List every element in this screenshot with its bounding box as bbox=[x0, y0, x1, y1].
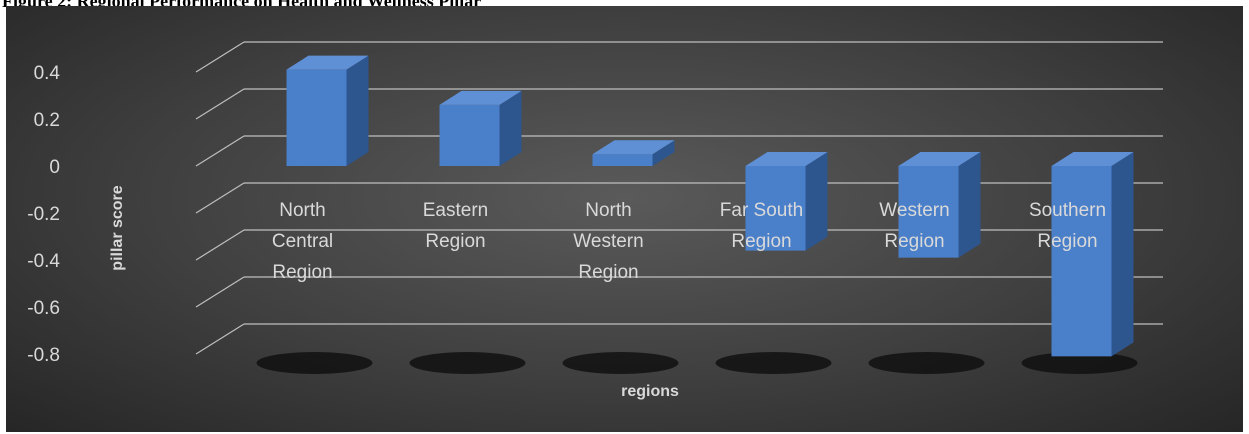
gridlines bbox=[195, 41, 1163, 355]
gridline-diagonal bbox=[195, 135, 245, 167]
bar-floor-shadow bbox=[562, 352, 679, 374]
gridline-diagonal bbox=[195, 41, 245, 73]
bar bbox=[898, 152, 981, 258]
gridline-diagonal bbox=[195, 229, 245, 261]
bar-front bbox=[745, 166, 806, 251]
gridline-diagonal bbox=[195, 276, 245, 308]
category-label: North Central Region bbox=[272, 200, 333, 283]
y-axis-title: pillar score bbox=[109, 185, 126, 270]
floor-shadows bbox=[256, 352, 1138, 374]
bar bbox=[439, 90, 522, 166]
category-label: Far South Region bbox=[720, 200, 803, 252]
bar-side bbox=[499, 90, 522, 166]
y-tick-label: 0 bbox=[49, 157, 60, 178]
y-tick-labels: 0.4 0.2 0 -0.2 -0.4 -0.6 -0.8 bbox=[27, 63, 60, 366]
y-tick-label: 0.2 bbox=[34, 110, 60, 131]
category-label: Southern Region bbox=[1029, 200, 1106, 252]
bar-floor-shadow bbox=[715, 352, 832, 374]
bar-floor-shadow bbox=[868, 352, 985, 374]
figure-caption: Figure 2: Regional Performance on Health… bbox=[2, 0, 481, 12]
category-label: Eastern Region bbox=[423, 200, 488, 252]
bar-side bbox=[1111, 152, 1134, 357]
category-label: North Western Region bbox=[573, 200, 643, 283]
gridline-diagonal bbox=[195, 323, 245, 355]
bar-front bbox=[1051, 166, 1112, 357]
y-tick-label: -0.8 bbox=[27, 345, 60, 366]
y-tick-label: -0.2 bbox=[27, 204, 60, 225]
bar bbox=[745, 152, 828, 251]
bar-floor-shadow bbox=[256, 352, 373, 374]
bar bbox=[1051, 152, 1134, 357]
bar-front bbox=[592, 154, 653, 166]
y-tick-label: 0.4 bbox=[34, 63, 61, 84]
bars bbox=[286, 55, 1134, 357]
category-labels: North Central Region Eastern Region North West… bbox=[272, 200, 1106, 283]
bar-top bbox=[286, 55, 369, 70]
bar-side bbox=[958, 152, 981, 258]
bar-front bbox=[439, 104, 500, 166]
bar-front bbox=[898, 166, 959, 258]
bar-top bbox=[745, 152, 828, 166]
bar-front bbox=[286, 69, 347, 166]
bar-top bbox=[592, 140, 675, 155]
bar-side bbox=[805, 152, 828, 251]
category-label: Western Region bbox=[879, 200, 949, 252]
bar-top bbox=[898, 152, 981, 166]
bar-top bbox=[1051, 152, 1134, 166]
gridline-diagonal bbox=[195, 88, 245, 120]
bar-side bbox=[652, 140, 675, 166]
x-axis-title: regions bbox=[621, 383, 679, 400]
gridline-diagonal bbox=[195, 182, 245, 214]
bar-top bbox=[439, 90, 522, 105]
bar-floor-shadow bbox=[1021, 352, 1138, 374]
bar-floor-shadow bbox=[409, 352, 526, 374]
bar bbox=[286, 55, 369, 166]
y-tick-label: -0.4 bbox=[27, 251, 60, 272]
y-tick-label: -0.6 bbox=[27, 298, 60, 319]
bar bbox=[592, 140, 675, 166]
bar-side bbox=[346, 55, 369, 166]
